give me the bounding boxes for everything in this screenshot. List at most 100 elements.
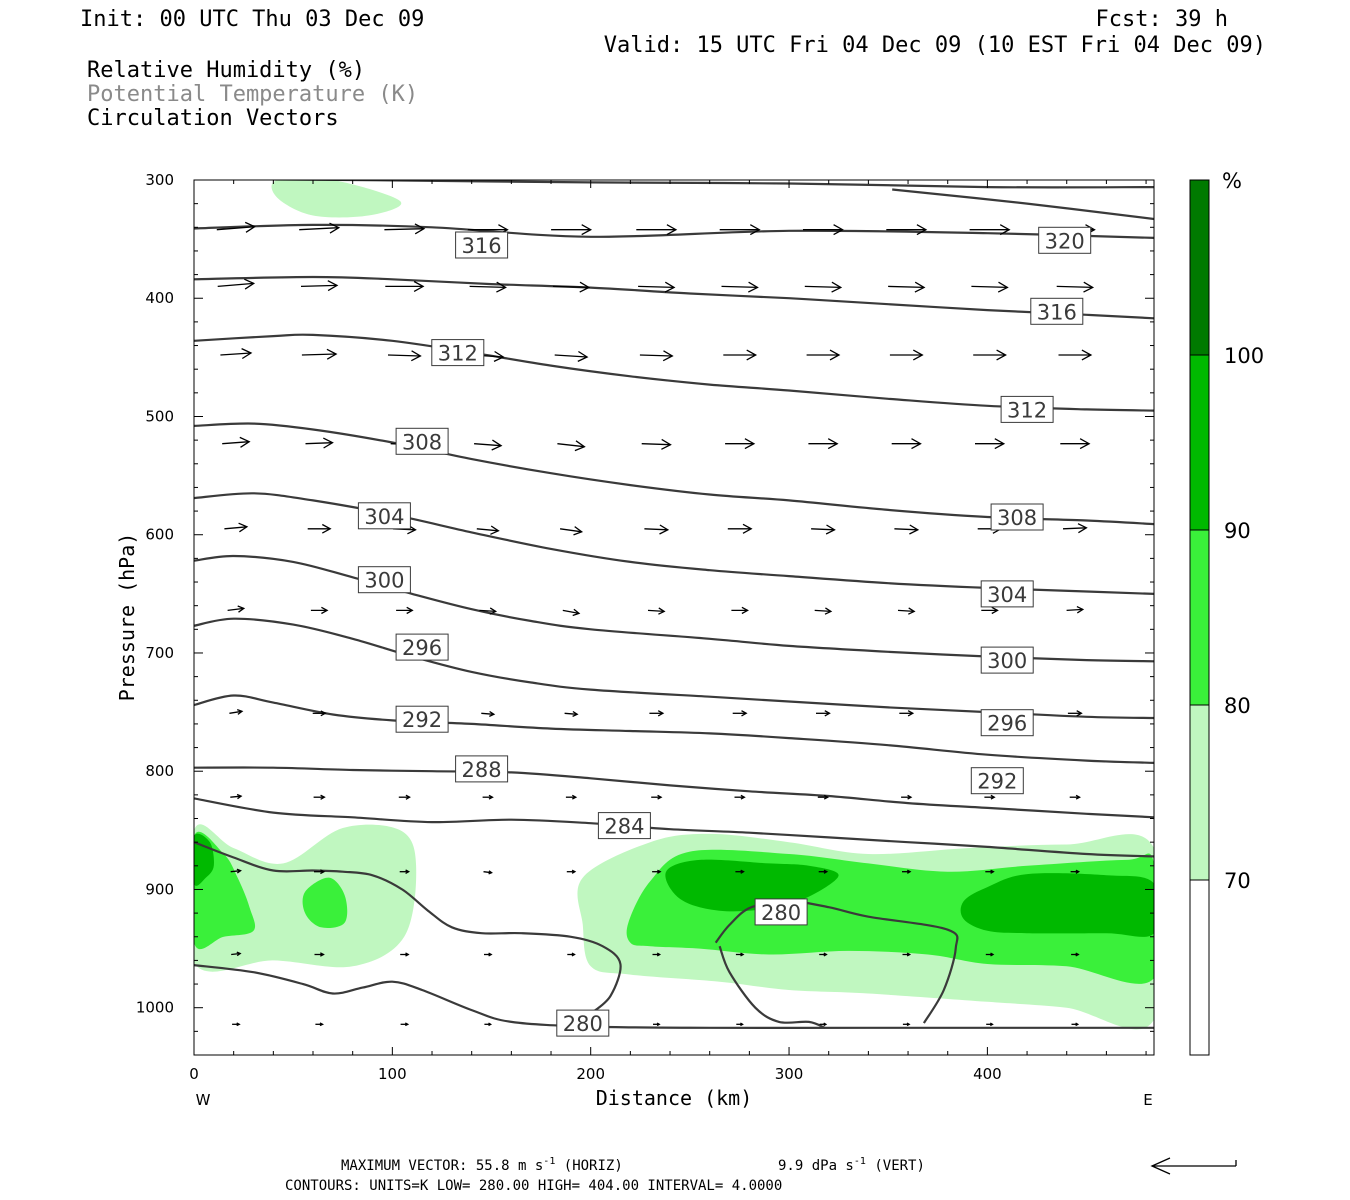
vector-head: [411, 350, 422, 362]
y-tick-label: 300: [145, 171, 174, 189]
vector-head: [994, 438, 1006, 450]
vector-shaft: [562, 609, 580, 615]
circulation-vector: [721, 281, 759, 293]
vector-head: [326, 348, 338, 360]
vector-head: [1076, 606, 1085, 614]
vector-head: [748, 281, 759, 293]
y-axis-title: Pressure (hPa): [115, 533, 139, 702]
circulation-vector: [817, 794, 830, 800]
contour-label-box: [1038, 226, 1092, 254]
vector-head: [823, 794, 830, 800]
vector-head: [577, 350, 589, 362]
vector-head: [489, 710, 496, 717]
vector-shaft: [721, 285, 758, 289]
circulation-vector: [400, 952, 410, 957]
circulation-vector: [305, 437, 334, 449]
contour-label-box: [990, 503, 1044, 531]
circulation-vector: [889, 349, 924, 361]
vector-head: [581, 224, 593, 236]
contour-label-box: [754, 898, 808, 926]
vector-head: [658, 607, 666, 615]
contour-label: 300: [357, 566, 411, 594]
vector-head: [990, 952, 995, 957]
x-axis: 0 100 200 300 400: [189, 180, 1147, 1083]
contour-label-box: [395, 427, 449, 455]
vector-head: [579, 281, 591, 293]
vector-shaft: [644, 528, 668, 531]
vector-head: [571, 869, 577, 874]
vector-head: [657, 869, 662, 874]
circulation-vector: [222, 436, 251, 448]
contour-label-text: 288: [462, 758, 502, 782]
x-end-label-west: W: [196, 1091, 211, 1109]
circulation-vector: [229, 708, 244, 715]
vector-head: [241, 348, 253, 360]
vector-head: [327, 280, 339, 292]
vector-head: [914, 281, 926, 293]
vector-head: [1081, 349, 1093, 361]
circulation-vector: [216, 221, 256, 233]
vector-head: [744, 438, 756, 450]
y-axis: 300 400 500 600 700 800 900 1000: [136, 171, 1154, 1056]
contour-label: 296: [980, 709, 1034, 737]
vector-head: [911, 438, 922, 450]
vector-head: [997, 281, 1009, 293]
vector-head: [824, 607, 833, 615]
circulation-vector: [566, 869, 577, 874]
vector-shaft: [229, 710, 243, 714]
contour-label-text: 320: [1045, 229, 1085, 253]
circulation-vector: [483, 870, 493, 875]
vector-shaft: [483, 871, 492, 874]
contour-label-box: [980, 709, 1034, 737]
vector-head: [1075, 869, 1081, 874]
colorbar-frame: [1189, 179, 1210, 1056]
circulation-vector: [230, 868, 242, 874]
vector-head: [906, 869, 912, 874]
circulation-vector: [314, 869, 326, 875]
contour-label: 284: [597, 812, 651, 840]
contour-label: 288: [455, 755, 509, 783]
circulation-vector: [804, 281, 843, 293]
circulation-vector: [902, 869, 912, 874]
circulation-vector: [644, 524, 670, 535]
rh-region-90-100: [194, 833, 214, 886]
y-tick-label: 500: [145, 407, 174, 425]
vector-head: [571, 952, 576, 957]
vector-head: [321, 606, 329, 615]
circulation-vector: [399, 869, 411, 875]
vector-head: [659, 524, 670, 535]
legend-potential-temperature: Potential Temperature (K): [87, 82, 418, 107]
vector-shaft: [224, 526, 247, 530]
theta-contour-284: [194, 797, 1154, 858]
circulation-vector: [638, 281, 676, 293]
vector-shaft: [481, 712, 494, 715]
vector-head: [824, 710, 831, 717]
vector-shaft: [641, 443, 671, 446]
vector-head: [236, 1022, 241, 1027]
vector-head: [825, 524, 836, 535]
circulation-vector: [731, 606, 749, 615]
circulation-vector: [232, 1022, 241, 1027]
rh-region-80-90: [302, 877, 348, 928]
colorbar-label: 70: [1224, 869, 1251, 893]
contour-label: 300: [980, 646, 1034, 674]
vector-head: [1083, 281, 1095, 293]
max-vector-vert-tag: (VERT): [866, 1158, 925, 1174]
circulation-vector: [562, 608, 581, 617]
vector-head: [907, 794, 913, 800]
contour-labels: 316 320 316 312 312 308 304 308 300 304 296 300 292 2…: [357, 226, 1092, 1037]
contour-label: 312: [431, 339, 485, 367]
x-tick-label: 400: [973, 1065, 1002, 1083]
circulation-vector: [652, 952, 662, 957]
contour-label-text: 292: [402, 708, 442, 732]
vector-head: [908, 607, 916, 615]
colorbar-label: 100: [1224, 344, 1264, 368]
circulation-vector: [814, 607, 833, 615]
circulation-vector: [975, 438, 1006, 450]
vector-head: [912, 349, 924, 361]
circulation-vector: [899, 710, 915, 717]
circulation-vector: [400, 1022, 410, 1027]
vector-head: [488, 952, 493, 957]
circulation-vector: [565, 794, 578, 800]
rh-shading: [194, 180, 1154, 1030]
